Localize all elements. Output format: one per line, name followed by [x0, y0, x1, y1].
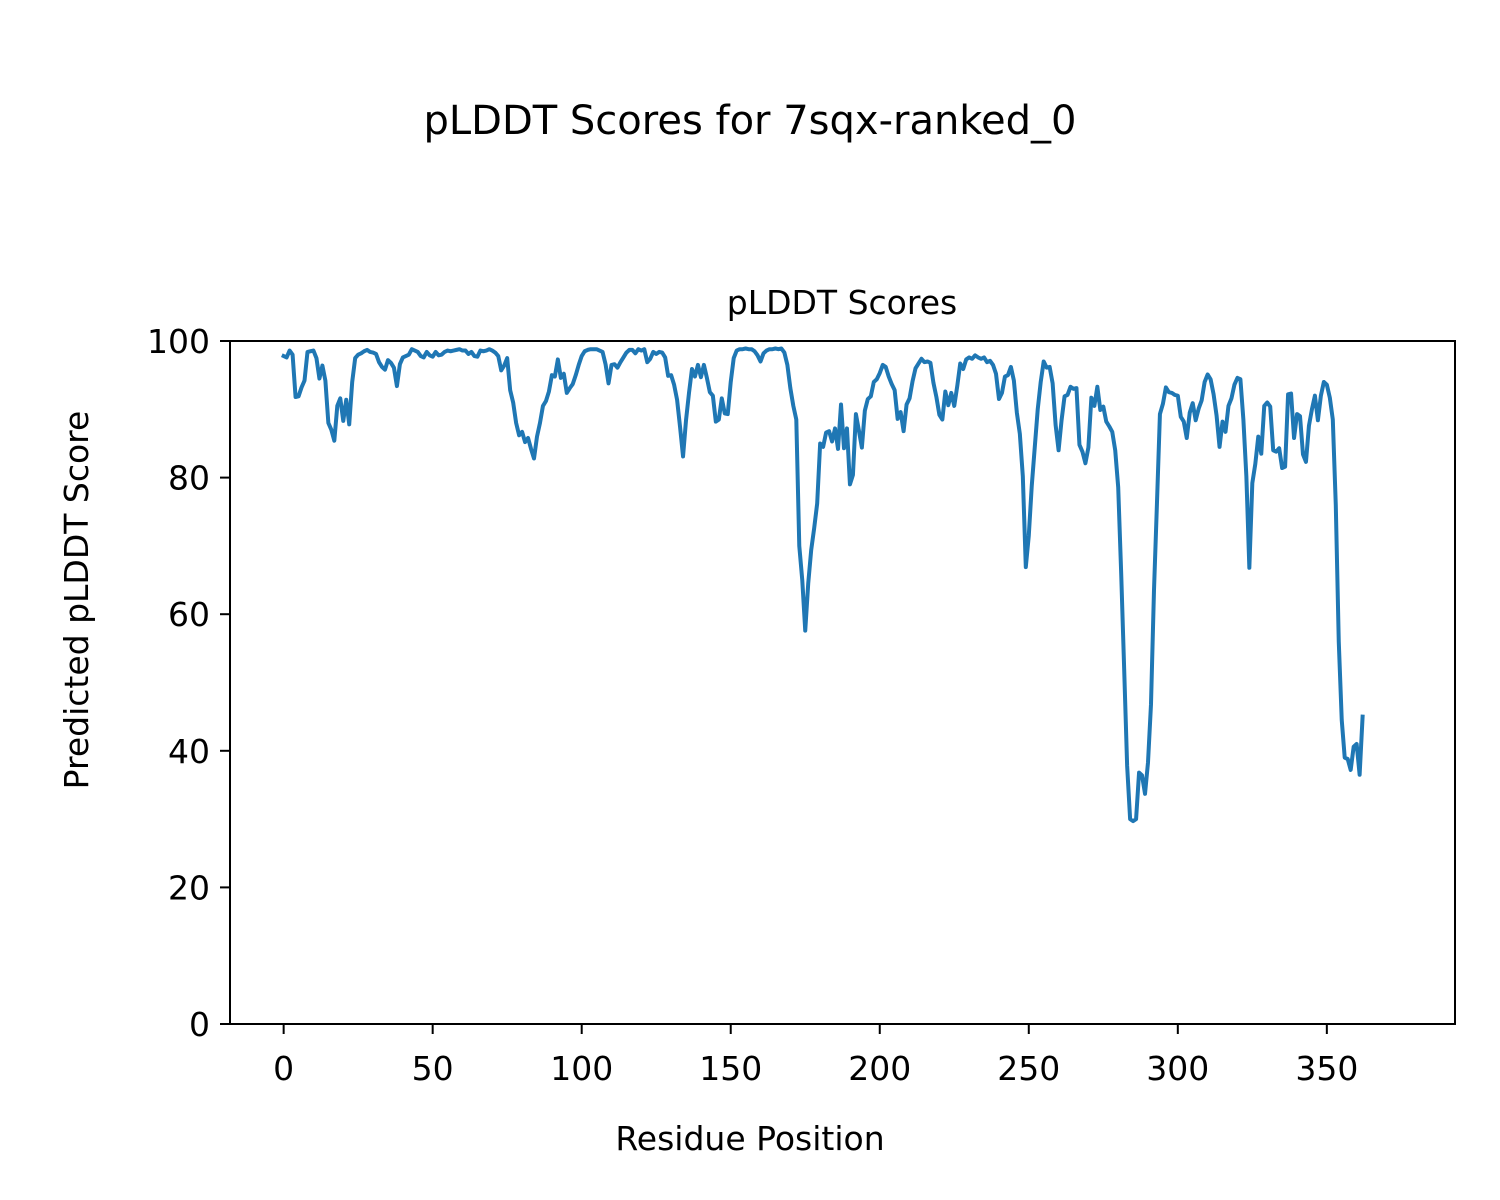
series-line: [281, 346, 1365, 824]
x-tick-label: 100: [550, 1049, 613, 1088]
figure-title: pLDDT Scores for 7sqx-ranked_0: [423, 98, 1076, 144]
x-tick-label: 50: [412, 1049, 454, 1088]
y-axis-label: Predicted pLDDT Score: [57, 411, 96, 790]
y-tick-label: 40: [168, 732, 210, 771]
y-axis: 0 20 40 60 80 100: [147, 322, 230, 1044]
axes-title: pLDDT Scores: [727, 283, 957, 322]
y-tick-label: 100: [147, 322, 210, 361]
y-tick-label: 0: [189, 1005, 210, 1044]
axes-frame: [229, 340, 1456, 1025]
x-tick-label: 0: [273, 1049, 294, 1088]
plot-area: [229, 340, 1456, 1025]
y-tick-label: 60: [168, 595, 210, 634]
x-tick-label: 200: [848, 1049, 911, 1088]
x-axis-label: Residue Position: [615, 1119, 884, 1158]
y-tick-label: 80: [168, 459, 210, 498]
x-tick-label: 250: [997, 1049, 1060, 1088]
y-tick-label: 20: [168, 868, 210, 907]
x-tick-label: 350: [1295, 1049, 1358, 1088]
x-axis: 0 50 100 150 200 250 300 350: [273, 1024, 1358, 1088]
x-tick-label: 300: [1146, 1049, 1209, 1088]
x-tick-label: 150: [699, 1049, 762, 1088]
